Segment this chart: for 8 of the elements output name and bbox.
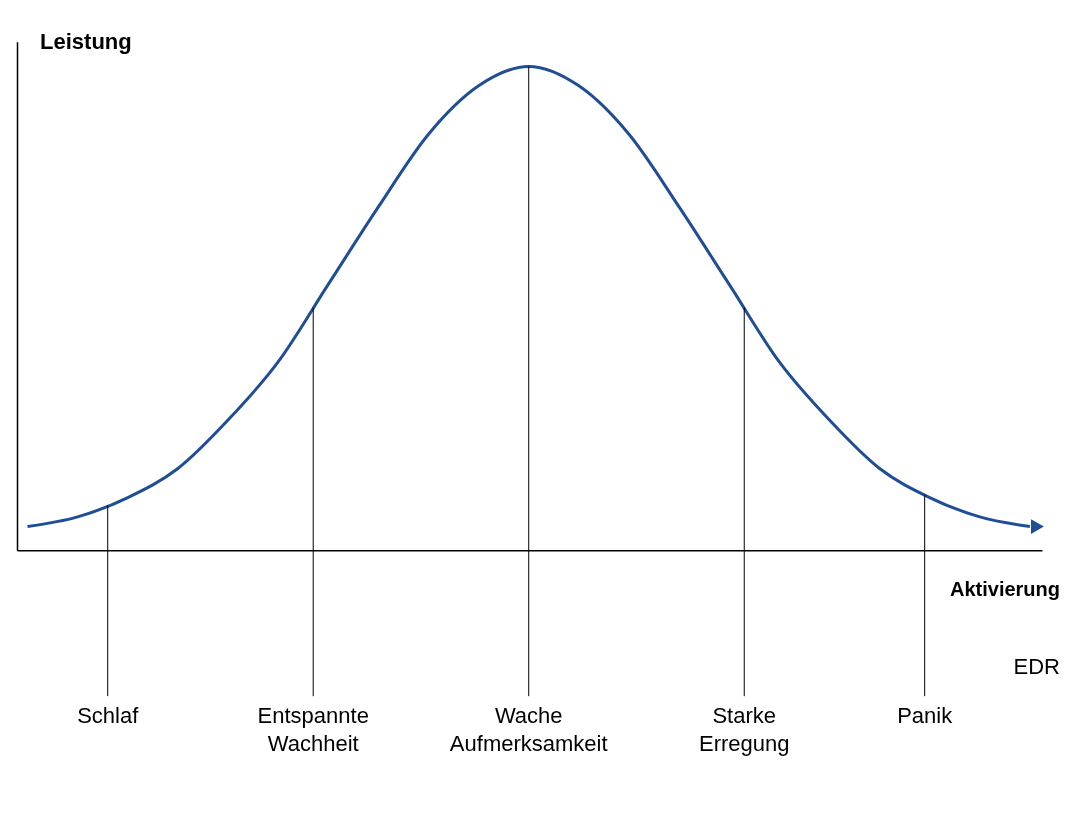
text: Wache Aufmerksamkeit [449, 702, 608, 756]
text: EDR [1013, 654, 1060, 680]
x-axis-title: Aktivierung [949, 577, 1060, 600]
y-axis-title: Leistung [40, 29, 132, 55]
text: Starke Erregung [698, 702, 790, 756]
text: Schlaf [77, 702, 140, 728]
text: Entspannte Wachheit [257, 702, 369, 756]
text: Panik [897, 702, 954, 728]
